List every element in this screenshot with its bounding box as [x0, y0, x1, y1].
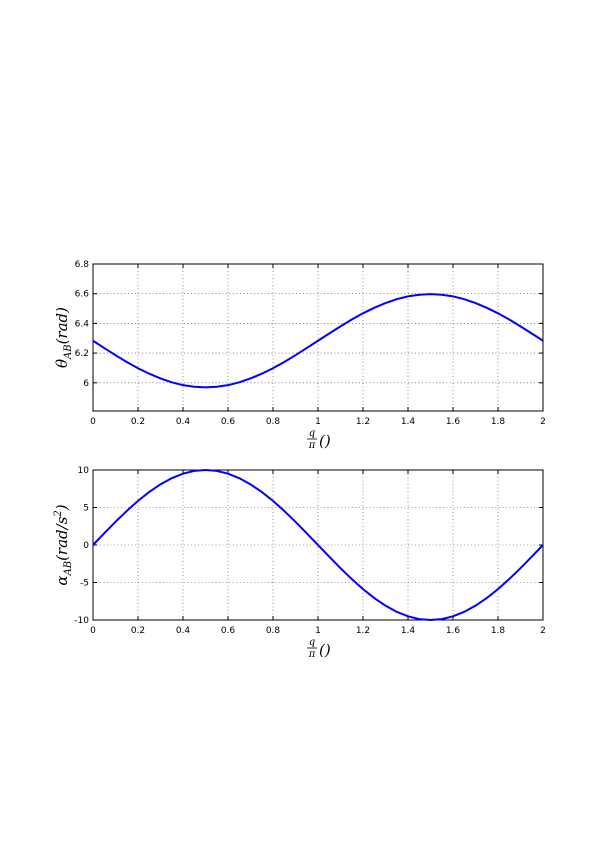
y-tick-label: 6.8 — [75, 260, 90, 270]
x-tick-label: 1.6 — [446, 417, 461, 427]
x-tick-label: 0.6 — [221, 417, 236, 427]
y-label-end: ) — [53, 504, 71, 511]
x-tick-label: 1 — [315, 626, 321, 636]
x-label-text: () — [319, 641, 331, 659]
y-tick-label: 6.4 — [75, 319, 90, 329]
x-tick-label: 0.2 — [131, 626, 145, 636]
x-tick-label: 1.8 — [491, 417, 506, 427]
data-line — [92, 293, 544, 389]
x-tick-label: 0.8 — [266, 626, 281, 636]
data-line — [92, 468, 544, 622]
x-label-denominator: π — [308, 649, 316, 660]
x-tick-label: 1.4 — [401, 626, 416, 636]
x-tick-label: 0.6 — [221, 626, 236, 636]
x-label-numerator: q — [309, 637, 315, 648]
y-label-superscript: 2 — [53, 510, 64, 517]
axes-frame — [92, 263, 544, 412]
y-tick-label: 6 — [83, 379, 89, 389]
y-label: αAB(rad/s2) — [53, 504, 74, 585]
x-tick-label: 2 — [540, 626, 546, 636]
x-tick-label: 1.2 — [356, 626, 370, 636]
x-tick-label: 0 — [90, 417, 96, 427]
y-label: θAB(rad) — [53, 307, 74, 368]
x-label-text: () — [319, 432, 331, 450]
y-tick-label: 10 — [78, 466, 90, 476]
x-tick-label: 0.8 — [266, 417, 281, 427]
y-label-subscript: AB — [63, 561, 74, 577]
x-tick-label: 0.4 — [176, 626, 191, 636]
y-tick-label: 5 — [83, 504, 89, 514]
x-tick-label: 0.2 — [131, 417, 145, 427]
x-tick-label: 1.4 — [401, 417, 416, 427]
x-tick-label: 1.2 — [356, 417, 370, 427]
x-label-denominator: π — [308, 440, 316, 451]
y-label-symbol: α — [53, 576, 71, 586]
x-tick-label: 1.6 — [446, 626, 461, 636]
x-tick-label: 0 — [90, 626, 96, 636]
x-tick-label: 1.8 — [491, 626, 506, 636]
y-tick-label: 6.6 — [75, 290, 90, 300]
x-tick-label: 0.4 — [176, 417, 191, 427]
x-tick-label: 2 — [540, 417, 546, 427]
y-tick-label: 0 — [83, 541, 89, 551]
x-label-numerator: q — [309, 428, 315, 439]
y-label-unit: (rad/s — [53, 516, 71, 561]
y-label-unit: (rad) — [53, 307, 71, 345]
y-tick-label: 6.2 — [75, 349, 89, 359]
x-tick-label: 1 — [315, 417, 321, 427]
y-label-subscript: AB — [63, 344, 74, 360]
y-tick-label: -10 — [74, 616, 89, 626]
y-tick-label: -5 — [80, 579, 89, 589]
y-label-symbol: θ — [53, 359, 71, 368]
